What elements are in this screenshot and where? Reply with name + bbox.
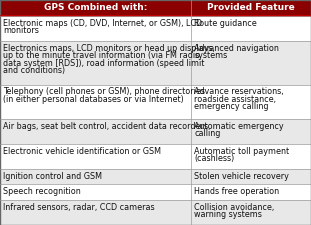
Text: Stolen vehicle recovery: Stolen vehicle recovery (194, 172, 289, 181)
Text: Advanced navigation: Advanced navigation (194, 44, 279, 53)
Bar (0, 184, 311, 200)
Text: Automatic emergency: Automatic emergency (194, 122, 284, 131)
Text: emergency calling: emergency calling (194, 102, 269, 111)
Text: (in either personal databases or via Internet): (in either personal databases or via Int… (3, 95, 184, 104)
Text: Electronic maps (CD, DVD, Internet, or GSM), LCD: Electronic maps (CD, DVD, Internet, or G… (3, 19, 202, 28)
Text: systems: systems (194, 51, 228, 60)
Text: Automatic toll payment: Automatic toll payment (194, 147, 290, 156)
Text: Telephony (cell phones or GSM), phone directories: Telephony (cell phones or GSM), phone di… (3, 87, 205, 96)
Text: and conditions): and conditions) (3, 66, 65, 75)
Bar (0, 16, 311, 41)
Text: warning systems: warning systems (194, 210, 262, 219)
Bar (0, 41, 311, 85)
Text: Speech recognition: Speech recognition (3, 187, 81, 196)
Text: GPS Combined with:: GPS Combined with: (44, 4, 147, 13)
Text: Hands free operation: Hands free operation (194, 187, 279, 196)
Text: Electronics maps, LCD monitors or head up displays,: Electronics maps, LCD monitors or head u… (3, 44, 215, 53)
Bar (0, 0, 311, 16)
Text: Provided Feature: Provided Feature (207, 4, 295, 13)
Text: Air bags, seat belt control, accident data recorders: Air bags, seat belt control, accident da… (3, 122, 208, 131)
Text: Route guidance: Route guidance (194, 19, 257, 28)
Text: Infrared sensors, radar, CCD cameras: Infrared sensors, radar, CCD cameras (3, 203, 155, 212)
Text: Collision avoidance,: Collision avoidance, (194, 203, 275, 212)
Text: Advance reservations,: Advance reservations, (194, 87, 284, 96)
Text: (cashless): (cashless) (194, 154, 234, 163)
Bar (0, 169, 311, 184)
Text: roadside assistance,: roadside assistance, (194, 95, 276, 104)
Bar (0, 119, 311, 144)
Text: calling: calling (194, 129, 220, 138)
Bar (0, 144, 311, 169)
Text: monitors: monitors (3, 26, 39, 35)
Text: up to the minute travel information (via FM radio: up to the minute travel information (via… (3, 51, 200, 60)
Text: Electronic vehicle identification or GSM: Electronic vehicle identification or GSM (3, 147, 161, 156)
Text: Ignition control and GSM: Ignition control and GSM (3, 172, 102, 181)
Bar (0, 85, 311, 119)
Bar (0, 200, 311, 225)
Text: data system [RDS]), road information (speed limit: data system [RDS]), road information (sp… (3, 59, 204, 68)
